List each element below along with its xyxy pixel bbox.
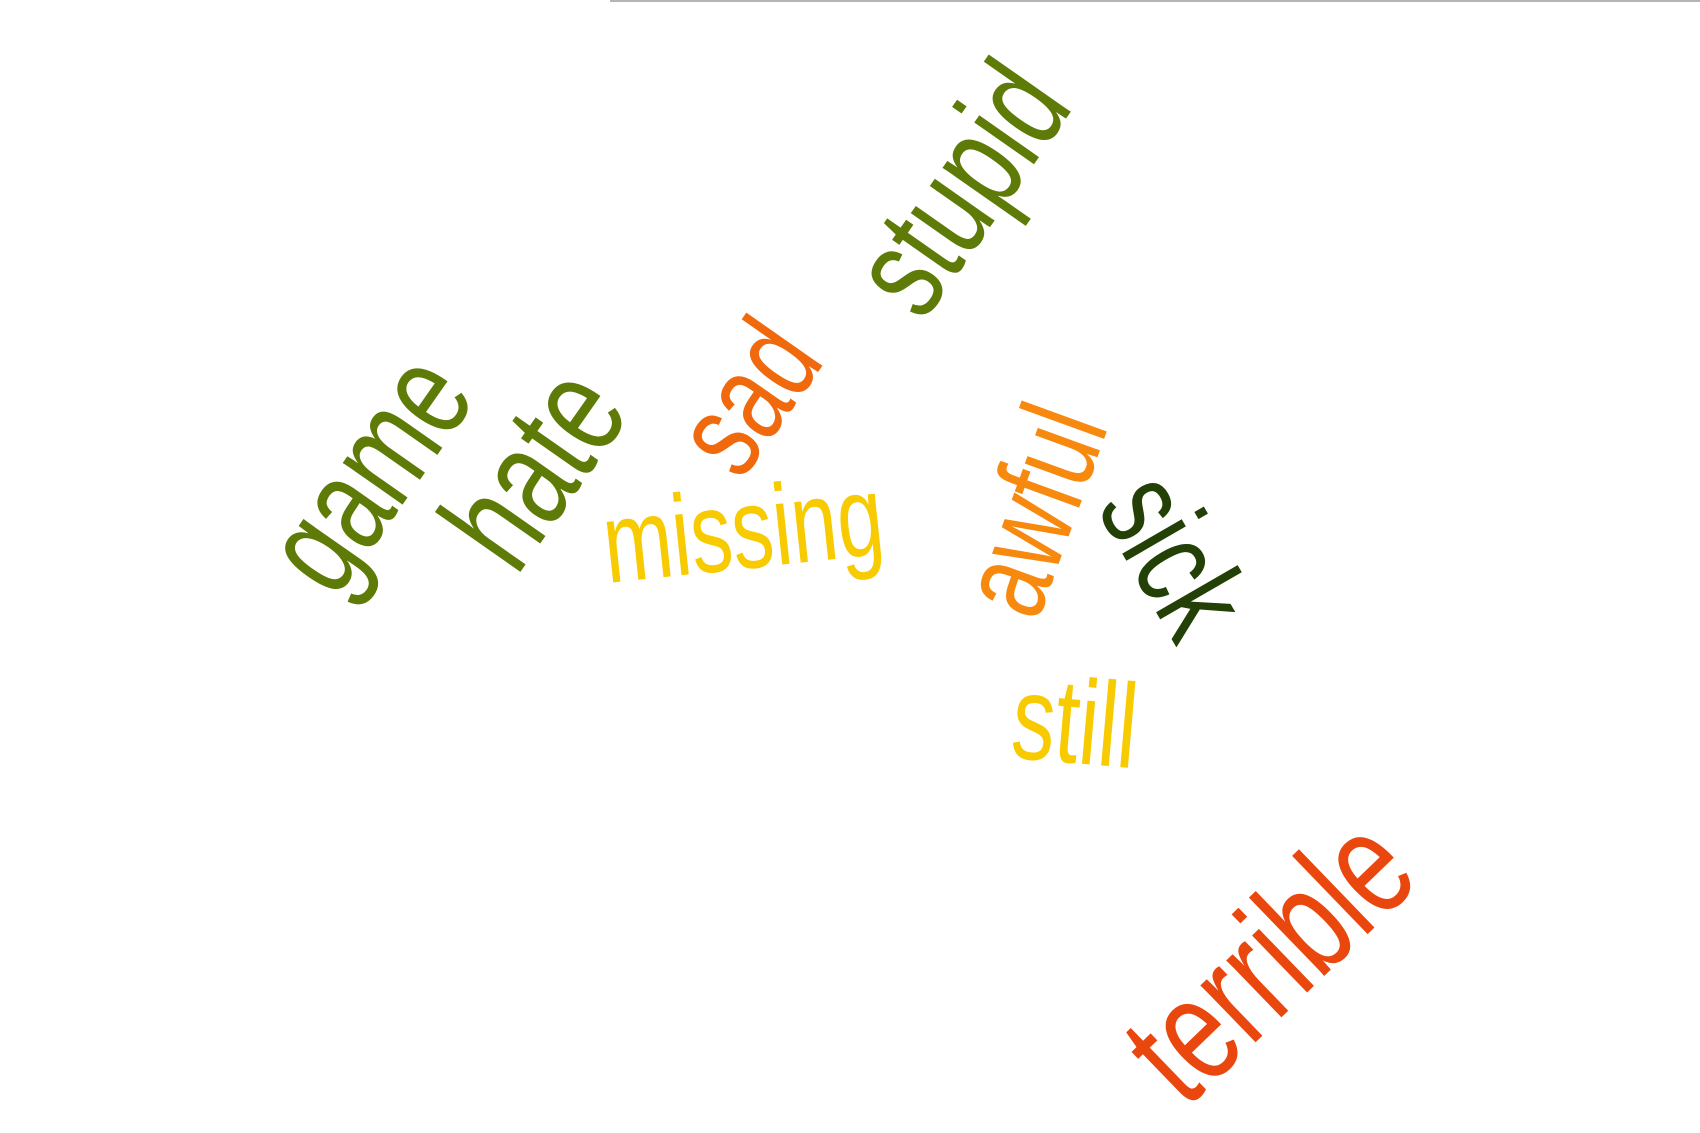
word-missing: missing <box>596 451 890 608</box>
word-stupid: stupid <box>820 35 1100 341</box>
word-terrible: terrible <box>1090 782 1446 1133</box>
word-still: still <box>1006 649 1144 795</box>
top-divider <box>610 0 1700 2</box>
